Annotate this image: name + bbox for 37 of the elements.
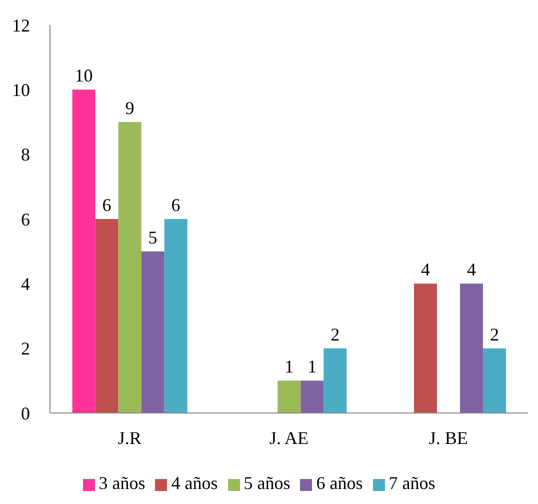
y-tick-label: 8 <box>21 144 30 165</box>
y-tick-label: 6 <box>21 209 30 230</box>
bar <box>72 90 96 413</box>
data-label: 4 <box>466 260 476 280</box>
legend-label: 5 años <box>244 473 290 493</box>
data-label: 10 <box>74 66 93 86</box>
bar <box>482 348 506 413</box>
bar <box>164 219 188 413</box>
data-label: 4 <box>420 260 430 280</box>
legend-label: 7 años <box>388 473 436 493</box>
x-tick-label: J. AE <box>269 428 309 448</box>
y-tick-label: 10 <box>12 80 30 100</box>
x-tick-label: J. BE <box>428 428 468 448</box>
bar <box>95 219 118 413</box>
legend-label: 4 años <box>171 473 218 493</box>
legend-label: 6 años <box>316 473 363 493</box>
data-label: 2 <box>330 324 340 344</box>
data-label: 6 <box>102 195 112 215</box>
bar <box>414 284 437 413</box>
data-label: 2 <box>490 324 499 344</box>
data-label: 5 <box>148 227 158 248</box>
bar <box>300 380 324 413</box>
y-tick-label: 0 <box>21 403 30 424</box>
bar <box>460 284 483 413</box>
y-tick-label: 2 <box>21 338 30 359</box>
x-tick-label: J.R <box>118 428 142 448</box>
data-label: 1 <box>308 356 317 377</box>
data-label: 1 <box>284 356 294 377</box>
data-label: 6 <box>171 195 180 215</box>
bar <box>141 251 164 413</box>
y-tick-label: 4 <box>21 274 30 294</box>
bar <box>324 348 347 413</box>
data-label: 9 <box>125 98 134 118</box>
y-tick-label: 12 <box>12 15 30 36</box>
legend-label: 3 años <box>98 473 146 493</box>
bar <box>278 380 301 413</box>
bar <box>118 122 142 413</box>
